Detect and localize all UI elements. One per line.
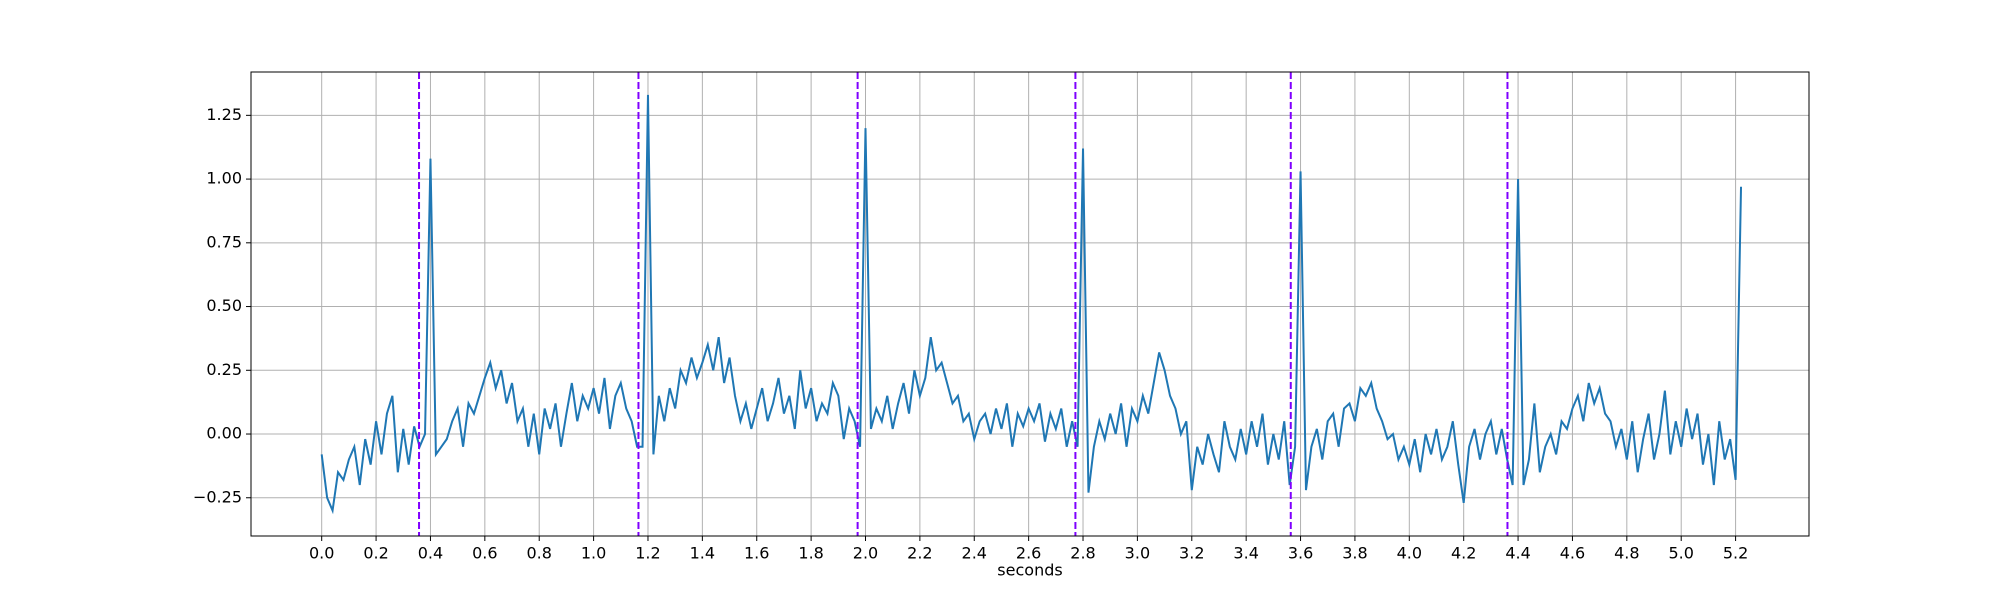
x-tick-label: 3.0 xyxy=(1125,544,1150,563)
x-tick-label: 1.4 xyxy=(690,544,715,563)
x-axis-label: seconds xyxy=(997,561,1062,580)
x-tick-label: 0.2 xyxy=(363,544,388,563)
x-tick-label: 3.6 xyxy=(1288,544,1313,563)
x-tick-label: 0.4 xyxy=(418,544,443,563)
x-tick-label: 1.0 xyxy=(581,544,606,563)
x-tick-label: 3.2 xyxy=(1179,544,1204,563)
y-tick-label: 0.00 xyxy=(206,424,242,443)
x-tick-label: 4.4 xyxy=(1505,544,1530,563)
x-tick-label: 2.6 xyxy=(1016,544,1041,563)
y-tick-label: −0.25 xyxy=(193,487,242,506)
x-tick-label: 0.0 xyxy=(309,544,334,563)
x-tick-label: 1.8 xyxy=(798,544,823,563)
x-tick-label: 2.4 xyxy=(962,544,987,563)
x-tick-label: 3.8 xyxy=(1342,544,1367,563)
x-tick-label: 5.0 xyxy=(1668,544,1693,563)
x-tick-label: 2.2 xyxy=(907,544,932,563)
x-tick-label: 2.0 xyxy=(853,544,878,563)
y-tick-label: 0.75 xyxy=(206,232,242,251)
axes-frame xyxy=(250,71,1810,537)
x-tick-label: 0.8 xyxy=(526,544,551,563)
x-tick-label: 0.6 xyxy=(472,544,497,563)
y-tick-label: 1.25 xyxy=(206,105,242,124)
x-tick-label: 4.6 xyxy=(1560,544,1585,563)
x-tick-label: 4.8 xyxy=(1614,544,1639,563)
x-tick-label: 1.2 xyxy=(635,544,660,563)
x-tick-label: 4.0 xyxy=(1397,544,1422,563)
y-tick-label: 1.00 xyxy=(206,169,242,188)
x-tick-label: 2.8 xyxy=(1070,544,1095,563)
ecg-line xyxy=(320,94,1743,515)
x-tick-label: 1.6 xyxy=(744,544,769,563)
x-tick-label: 3.4 xyxy=(1233,544,1258,563)
x-tick-label: 5.2 xyxy=(1723,544,1748,563)
x-tick-label: 4.2 xyxy=(1451,544,1476,563)
y-tick-label: 0.50 xyxy=(206,296,242,315)
y-tick-label: 0.25 xyxy=(206,360,242,379)
